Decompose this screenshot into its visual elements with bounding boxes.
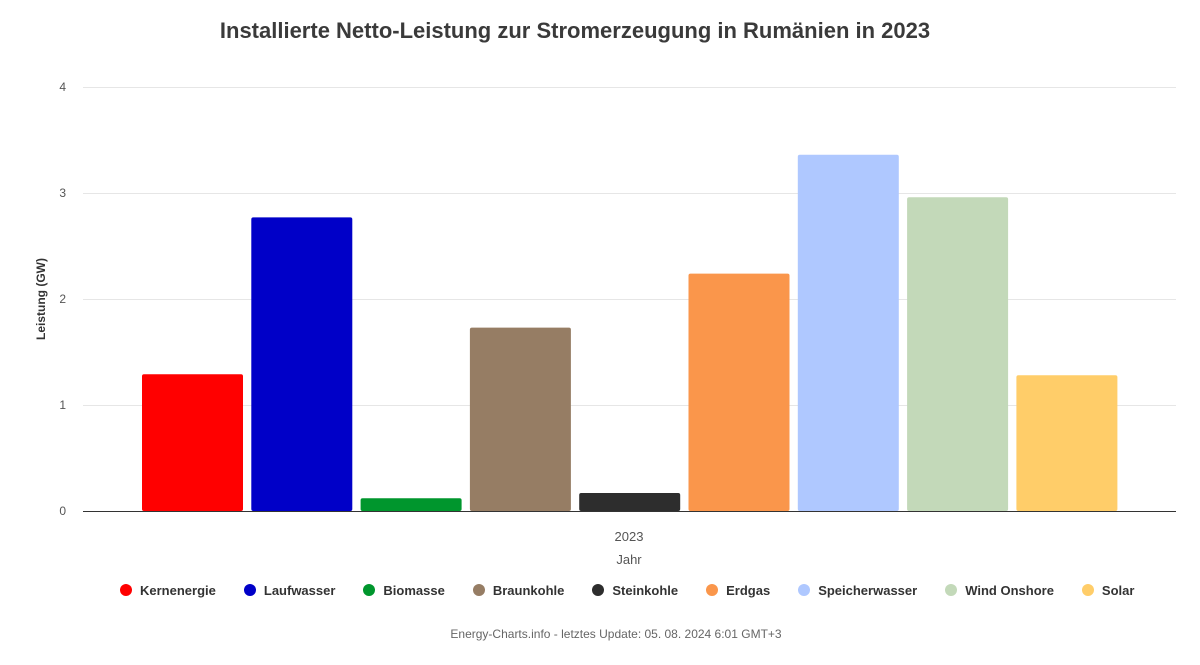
x-tick-label: 2023 <box>615 529 644 544</box>
y-tick-label: 3 <box>59 186 66 200</box>
y-tick-label: 1 <box>59 398 66 412</box>
legend-item-kernenergie[interactable]: Kernenergie <box>120 578 216 602</box>
legend-label: Speicherwasser <box>818 582 918 598</box>
legend-marker <box>120 584 132 596</box>
y-axis-ticks: 0 1 2 3 4 <box>59 80 66 518</box>
y-tick-label: 2 <box>59 292 66 306</box>
chart-title: Installierte Netto-Leistung zur Stromerz… <box>219 18 931 43</box>
bar-wind-onshore[interactable] <box>907 197 1009 511</box>
legend-label: Biomasse <box>383 582 445 598</box>
bar-solar[interactable] <box>1016 375 1118 511</box>
legend-label: Erdgas <box>726 582 771 598</box>
bar-braunkohle[interactable] <box>469 327 571 511</box>
legend: Kernenergie Laufwasser Biomasse Braunkohle S… <box>0 578 1200 602</box>
legend-marker <box>243 584 256 596</box>
legend-marker <box>945 584 958 596</box>
y-tick-label: 0 <box>59 504 66 518</box>
legend-label: Braunkohle <box>492 582 565 598</box>
bar-biomasse[interactable] <box>360 498 462 511</box>
legend-label: Kernenergie <box>140 582 216 598</box>
legend-item-erdgas[interactable]: Erdgas <box>706 578 770 602</box>
legend-item-steinkohle[interactable]: Steinkohle <box>592 578 678 602</box>
legend-item-laufwasser[interactable]: Laufwasser <box>243 578 336 602</box>
legend-marker <box>1081 584 1094 596</box>
x-axis-label: Jahr <box>616 552 642 567</box>
legend-label: Steinkohle <box>612 582 679 598</box>
legend-label: Wind Onshore <box>965 582 1054 598</box>
bars <box>142 154 1118 512</box>
legend-item-wind-onshore[interactable]: Wind Onshore <box>945 578 1054 602</box>
bar-laufwasser[interactable] <box>251 217 353 511</box>
legend-marker <box>592 584 605 596</box>
bar-kernenergie[interactable] <box>142 374 243 511</box>
footer-credit: Energy-Charts.info - letztes Update: 05.… <box>450 627 782 641</box>
y-tick-label: 4 <box>59 80 66 94</box>
legend-item-speicherwasser[interactable]: Speicherwasser <box>798 578 917 602</box>
grid-lines <box>83 87 1176 406</box>
bar-chart: 0 1 2 3 4 2023 Jahr Leistung (GW) <box>34 80 1176 567</box>
legend-marker <box>798 584 811 596</box>
bar-erdgas[interactable] <box>688 273 790 511</box>
legend-item-biomasse[interactable]: Biomasse <box>363 578 445 602</box>
bar-steinkohle[interactable] <box>579 493 681 511</box>
legend-marker <box>363 584 376 596</box>
legend-item-solar[interactable]: Solar <box>1081 578 1135 602</box>
legend-label: Laufwasser <box>263 582 336 598</box>
legend-label: Solar <box>1101 582 1135 598</box>
legend-marker <box>706 584 719 596</box>
legend-item-braunkohle[interactable]: Braunkohle <box>472 578 565 602</box>
y-axis-label: Leistung (GW) <box>34 258 48 340</box>
legend-marker <box>472 584 485 596</box>
bar-speicherwasser[interactable] <box>797 154 899 512</box>
